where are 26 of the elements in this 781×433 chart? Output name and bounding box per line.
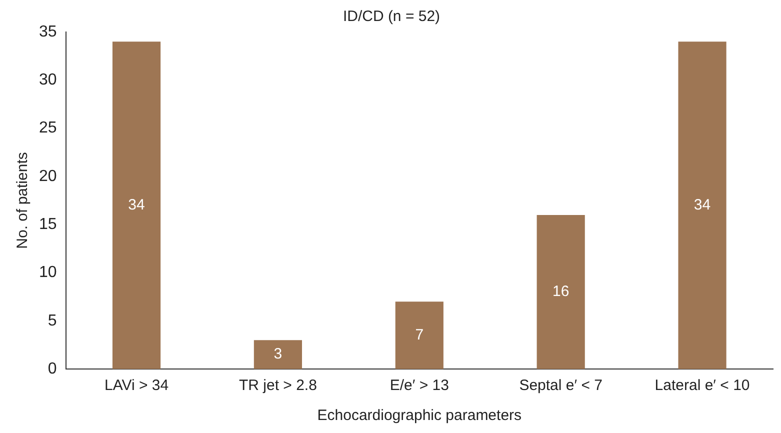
- x-tick-label: E/e′ > 13: [390, 377, 449, 394]
- x-tick-label: Septal e′ < 7: [519, 377, 602, 394]
- x-tick-label: Lateral e′ < 10: [654, 377, 750, 394]
- bar: [536, 214, 585, 369]
- y-tick-label: 30: [39, 72, 57, 89]
- y-tick-label: 15: [39, 216, 57, 233]
- data-label: 34: [128, 196, 145, 214]
- y-tick-label: 10: [39, 264, 57, 282]
- y-tick-label: 35: [39, 23, 57, 40]
- y-tick-label: 0: [48, 360, 57, 378]
- y-axis-title: No. of patients: [14, 152, 32, 249]
- data-label: 16: [552, 283, 570, 300]
- data-label: 7: [415, 326, 424, 344]
- bar: [678, 42, 726, 369]
- bar: [112, 42, 161, 369]
- y-tick-label: 5: [48, 312, 57, 330]
- x-tick-label: LAVi > 34: [104, 377, 169, 394]
- chart-title: ID/CD (n = 52): [342, 8, 440, 26]
- data-label: 34: [694, 196, 711, 214]
- y-tick-label: 20: [39, 168, 57, 185]
- bar: [254, 340, 302, 369]
- data-label: 3: [274, 346, 282, 363]
- bar: [395, 302, 444, 369]
- x-tick-label: TR jet > 2.8: [238, 377, 317, 394]
- x-axis-title: Echocardiographic parameters: [317, 407, 522, 424]
- y-tick-label: 25: [39, 120, 57, 137]
